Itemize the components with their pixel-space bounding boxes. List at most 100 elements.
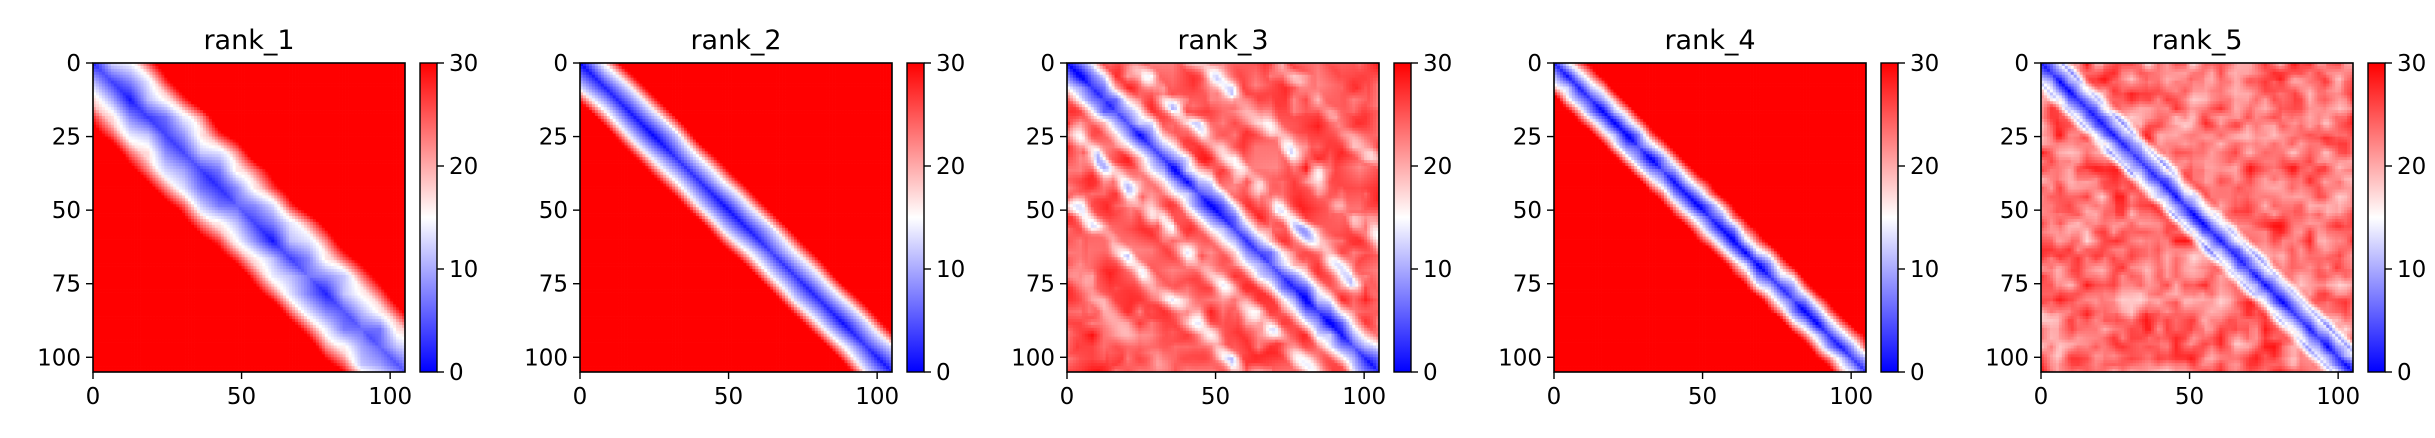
heatmap-cell (188, 118, 192, 123)
heatmap-cell (348, 189, 352, 193)
heatmap-cell (375, 186, 379, 190)
heatmap-cell (321, 110, 326, 114)
heatmap-cell (399, 95, 403, 99)
heatmap-cell (167, 168, 171, 173)
heatmap-cell (387, 195, 391, 199)
heatmap-cell (259, 71, 263, 76)
heatmap-cell (128, 118, 132, 123)
heatmap-cell (360, 92, 364, 96)
heatmap-cell (137, 139, 141, 143)
heatmap-cell (372, 166, 376, 170)
heatmap-cell (208, 189, 213, 193)
heatmap-cell (125, 183, 130, 187)
heatmap-cell (366, 63, 370, 67)
heatmap-cell (327, 145, 332, 149)
heatmap-cell (176, 118, 180, 123)
heatmap-cell (262, 160, 266, 164)
heatmap-cell (396, 183, 400, 187)
heatmap-cell (298, 124, 302, 129)
heatmap-cell (303, 104, 308, 108)
heatmap-cell (342, 151, 346, 155)
heatmap-cell (339, 68, 343, 73)
heatmap-cell (384, 160, 388, 164)
heatmap-cell (387, 166, 391, 170)
heatmap-cell (387, 183, 391, 187)
heatmap-cell (348, 130, 352, 134)
heatmap-cell (271, 130, 275, 134)
heatmap-cell (259, 195, 263, 199)
heatmap-cell (369, 139, 373, 143)
heatmap-cell (306, 142, 311, 146)
heatmap-cell (354, 166, 358, 170)
heatmap-cell (321, 124, 326, 129)
heatmap-cell (208, 124, 213, 129)
heatmap-cell (98, 71, 103, 76)
heatmap-cell (274, 74, 278, 79)
heatmap-cell (309, 136, 314, 140)
heatmap-cell (312, 86, 317, 90)
heatmap-cell (128, 174, 132, 179)
heatmap-cell (113, 110, 118, 114)
heatmap-cell (125, 157, 130, 161)
heatmap-cell (223, 177, 228, 182)
heatmap-cell (113, 177, 118, 182)
heatmap-cell (107, 142, 112, 146)
heatmap-cell (140, 127, 144, 132)
heatmap-cell (143, 192, 147, 196)
heatmap-cell (306, 65, 311, 70)
heatmap-cell (197, 166, 201, 170)
heatmap-cell (366, 74, 370, 79)
heatmap-cell (119, 189, 124, 193)
heatmap-cell (140, 186, 144, 190)
heatmap-cell (182, 145, 186, 149)
heatmap-cell (173, 77, 177, 81)
heatmap-cell (271, 201, 275, 205)
heatmap-cell (375, 174, 379, 179)
heatmap-cell (173, 124, 177, 129)
heatmap-cell (247, 74, 251, 79)
heatmap-cell (220, 74, 225, 79)
heatmap-cell (95, 95, 100, 99)
heatmap-cell (125, 124, 130, 129)
heatmap-cell (339, 118, 343, 123)
heatmap-cell (185, 127, 189, 132)
heatmap-cell (214, 80, 219, 84)
heatmap-cell (277, 189, 281, 193)
heatmap-cell (256, 124, 260, 129)
heatmap-cell (128, 177, 132, 182)
heatmap-cell (363, 157, 367, 161)
heatmap-cell (188, 98, 192, 102)
heatmap-cell (229, 89, 234, 93)
heatmap-cell (309, 92, 314, 96)
heatmap-cell (220, 142, 225, 146)
heatmap-cell (393, 71, 397, 76)
heatmap-cell (208, 71, 213, 76)
heatmap-cell (179, 113, 183, 117)
heatmap-cell (104, 95, 109, 99)
heatmap-cell (194, 86, 198, 90)
heatmap-cell (188, 183, 192, 187)
heatmap-cell (336, 154, 340, 158)
heatmap-cell (202, 113, 207, 117)
heatmap-cell (220, 133, 225, 137)
heatmap-cell (137, 104, 141, 108)
heatmap-cell (336, 166, 340, 170)
heatmap-cell (205, 92, 210, 96)
heatmap-cell (312, 95, 317, 99)
heatmap-cell (283, 186, 287, 190)
heatmap-cell (173, 174, 177, 179)
heatmap-cell (217, 95, 222, 99)
heatmap-cell (176, 177, 180, 182)
heatmap-cell (95, 110, 100, 114)
heatmap-cell (277, 118, 281, 123)
heatmap-cell (176, 180, 180, 184)
heatmap-cell (295, 124, 299, 129)
heatmap-cell (354, 151, 358, 155)
heatmap-cell (399, 113, 403, 117)
heatmap-cell (262, 65, 266, 70)
heatmap-cell (155, 171, 159, 176)
heatmap-cell (197, 171, 201, 176)
heatmap-cell (289, 77, 293, 81)
heatmap-cell (342, 166, 346, 170)
heatmap-cell (119, 92, 124, 96)
